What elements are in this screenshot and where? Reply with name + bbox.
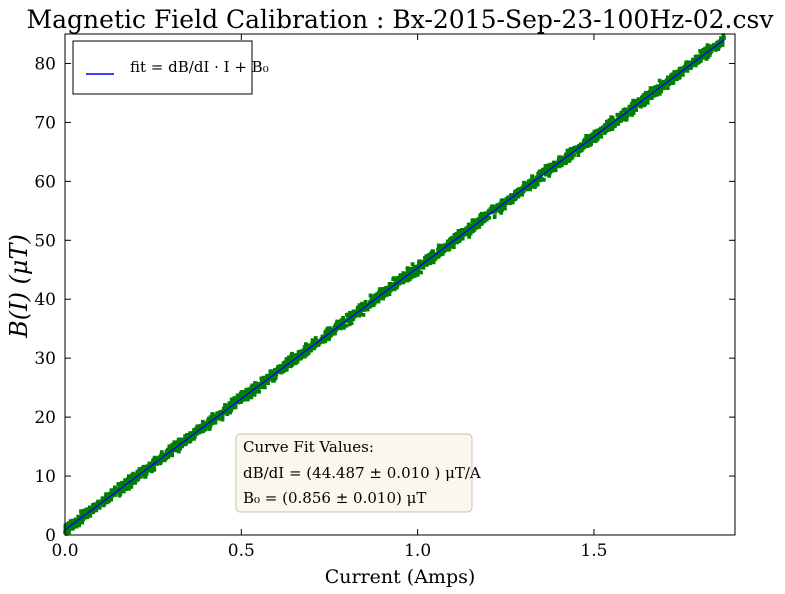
fit-values-background: [235, 433, 473, 513]
legend-label-fit: fit = dB/dI · I + B₀: [130, 58, 269, 76]
plot-area: [63, 33, 726, 536]
x-axis: 0.0 0.5 1.0 1.5: [51, 34, 607, 561]
y-tick-label: 10: [34, 467, 56, 487]
plot-frame: [64, 33, 736, 536]
y-tick-label: 70: [34, 113, 56, 133]
x-tick-label: 0.5: [228, 541, 255, 561]
fit-values-heading: Curve Fit Values:: [243, 438, 374, 456]
fit-values-box: Curve Fit Values: dB/dI = (44.487 ± 0.01…: [235, 433, 481, 513]
fit-line: [64, 39, 725, 531]
y-tick-label: 0: [45, 526, 56, 546]
y-axis-label: B(I) (μT): [5, 234, 33, 339]
legend: fit = dB/dI · I + B₀: [72, 40, 269, 95]
chart-title: Magnetic Field Calibration : Bx-2015-Sep…: [27, 5, 775, 34]
y-axis: 0 10 20 30 40 50 60 70 80: [34, 54, 735, 546]
y-tick-label: 60: [34, 172, 56, 192]
y-tick-label: 30: [34, 349, 56, 369]
x-axis-label: Current (Amps): [325, 566, 476, 588]
x-tick-label: 1.5: [580, 541, 607, 561]
y-tick-label: 40: [34, 290, 56, 310]
fit-line-series: [64, 39, 725, 531]
y-tick-label: 50: [34, 231, 56, 251]
x-tick-label: 1.0: [404, 541, 431, 561]
y-tick-label: 80: [34, 54, 56, 74]
y-tick-label: 20: [34, 408, 56, 428]
fit-values-intercept: B₀ = (0.856 ± 0.010) μT: [243, 489, 426, 507]
fit-values-slope: dB/dI = (44.487 ± 0.010 ) μT/A: [243, 464, 481, 482]
x-tick-label: 0.0: [51, 541, 78, 561]
legend-box: [72, 40, 253, 95]
